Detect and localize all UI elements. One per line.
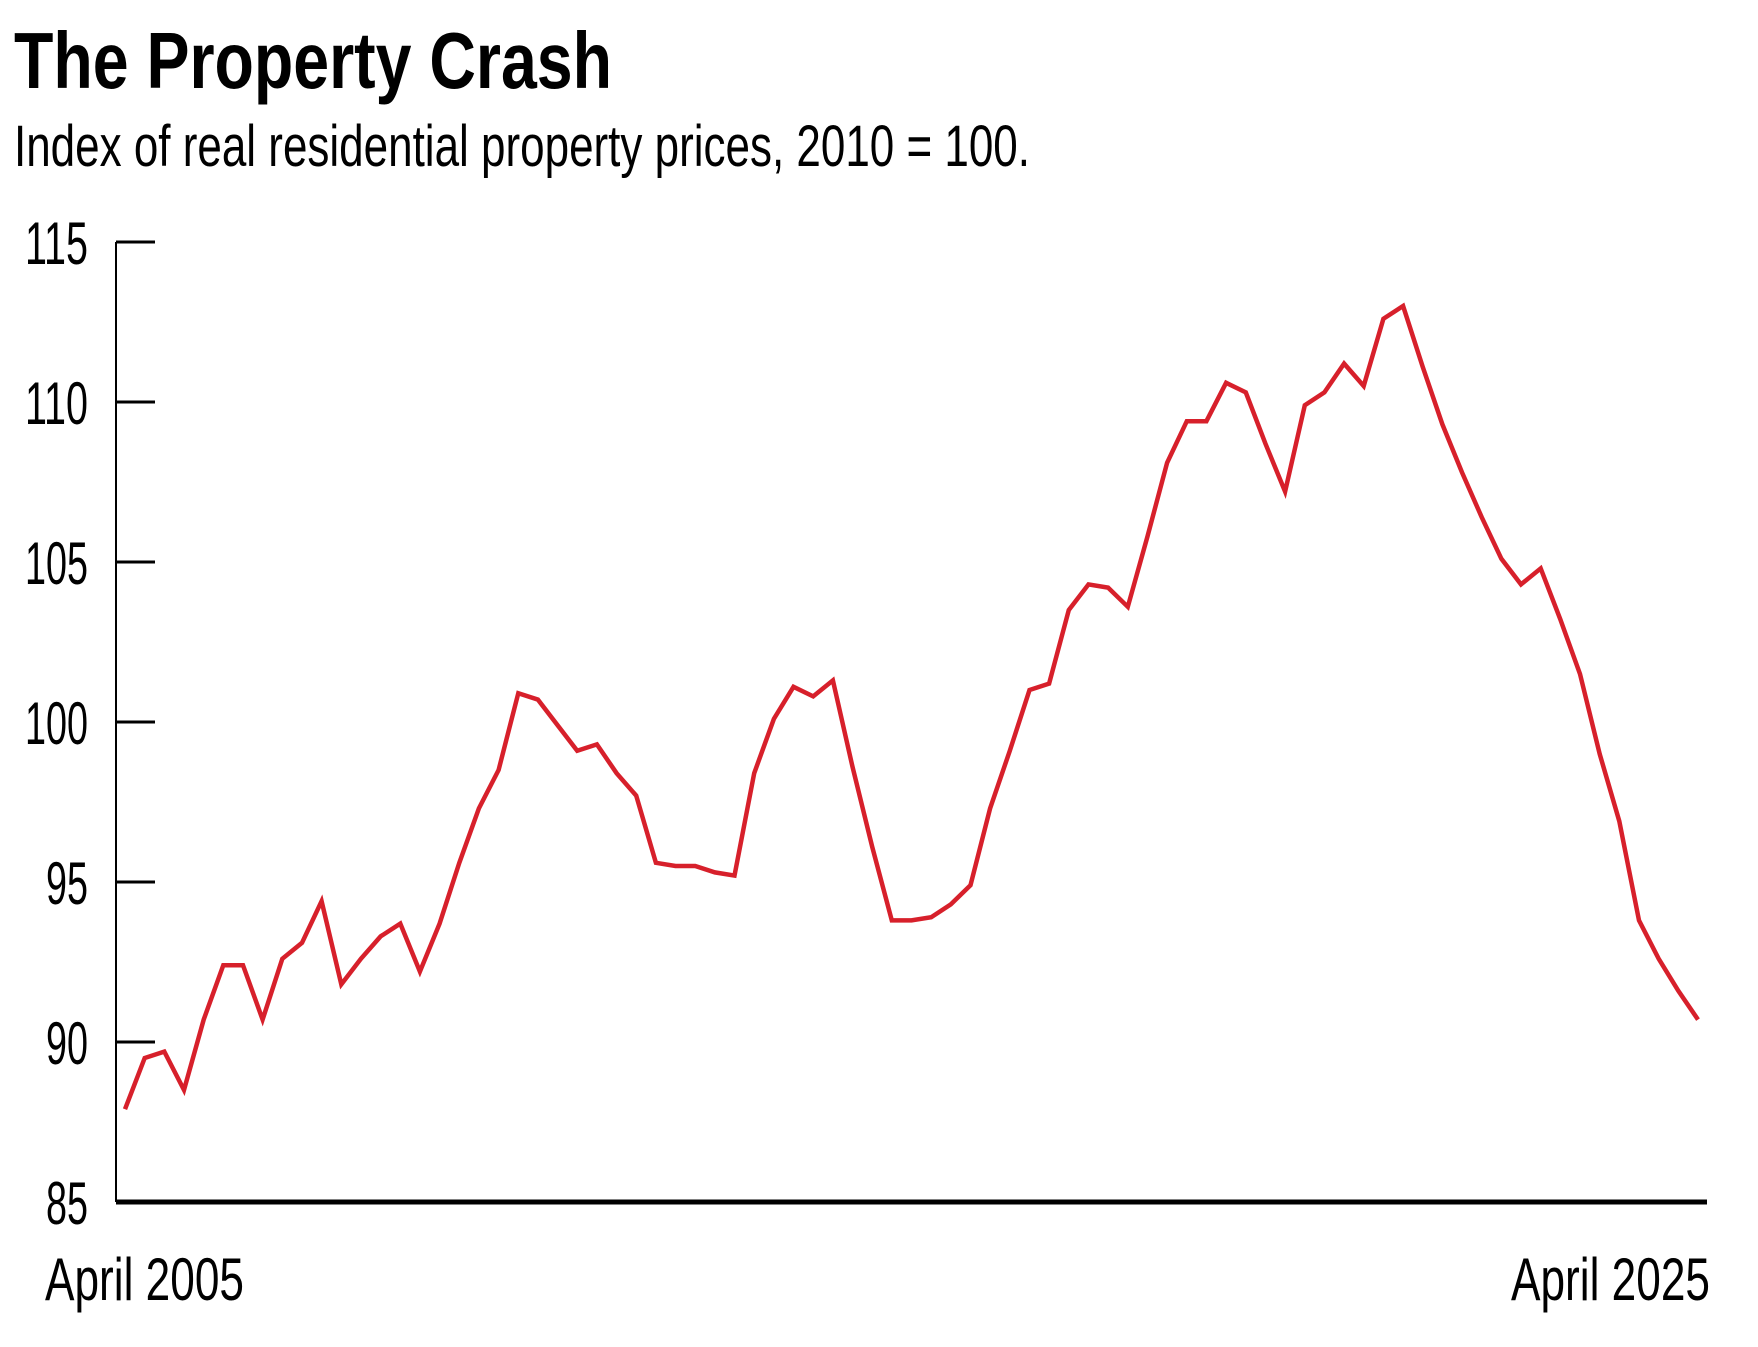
chart-title: The Property Crash [14, 16, 612, 105]
x-tick-label: April 2005 [45, 1246, 244, 1313]
y-tick-label: 90 [46, 1010, 88, 1077]
y-tick-label: 95 [46, 850, 88, 917]
y-tick-label: 105 [25, 530, 88, 597]
axes: 85 90 95 100 105 110 115 April 2005 April 2025 [25, 210, 1710, 1313]
chart-subtitle: Index of real residential property price… [14, 114, 1030, 179]
y-tick-label: 85 [46, 1170, 88, 1237]
y-tick-label: 110 [25, 370, 88, 437]
y-tick-label: 100 [25, 690, 88, 757]
series-group [122, 302, 1700, 1111]
series-line [122, 302, 1700, 1111]
y-tick-label: 115 [25, 210, 88, 277]
x-tick-label: April 2025 [1511, 1246, 1710, 1313]
